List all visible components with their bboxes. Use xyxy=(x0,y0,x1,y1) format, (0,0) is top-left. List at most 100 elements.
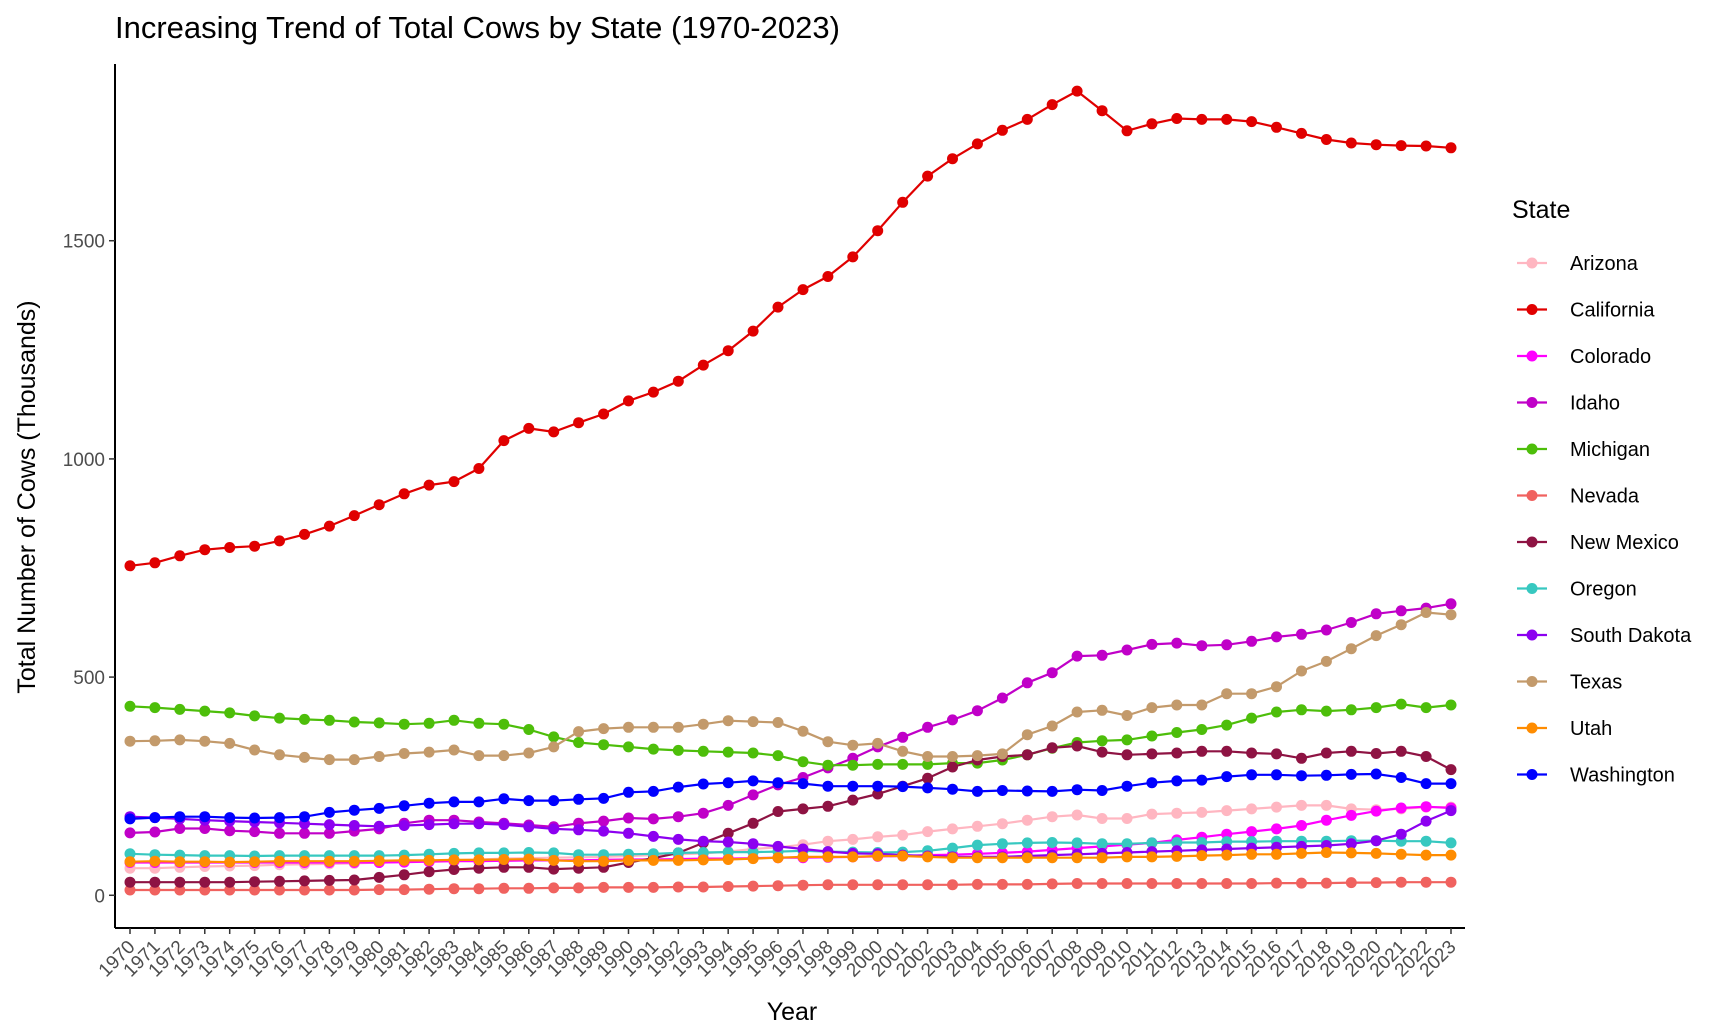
data-point-utah xyxy=(224,856,236,868)
data-point-idaho xyxy=(1271,631,1282,643)
legend-key-point xyxy=(1526,629,1538,641)
data-point-nevada xyxy=(124,884,136,896)
data-point-texas xyxy=(1171,699,1183,711)
data-point-new-mexico xyxy=(1395,745,1407,757)
data-point-utah xyxy=(274,855,285,867)
data-point-idaho xyxy=(1196,640,1208,652)
data-point-texas xyxy=(697,718,709,730)
data-point-utah xyxy=(922,851,934,863)
data-point-california xyxy=(1171,113,1183,124)
legend-label: South Dakota xyxy=(1570,625,1692,647)
data-point-texas xyxy=(523,747,535,759)
data-point-california xyxy=(1046,99,1058,111)
data-point-california xyxy=(1121,125,1133,137)
data-point-california xyxy=(573,417,585,429)
data-point-nevada xyxy=(797,879,809,891)
data-point-california xyxy=(872,225,884,237)
data-point-texas xyxy=(1021,729,1033,741)
data-point-texas xyxy=(672,721,684,733)
data-point-utah xyxy=(1221,849,1233,861)
data-point-new-mexico xyxy=(1420,751,1432,762)
data-point-south-dakota xyxy=(1420,815,1432,827)
data-point-california xyxy=(922,170,934,182)
data-point-nevada xyxy=(872,879,884,891)
data-point-california xyxy=(323,520,335,532)
data-point-california xyxy=(996,124,1008,136)
data-point-washington xyxy=(647,785,659,797)
data-point-utah xyxy=(448,854,460,866)
data-point-nevada xyxy=(224,884,236,896)
data-point-california xyxy=(423,479,435,491)
data-point-texas xyxy=(448,744,460,756)
data-point-texas xyxy=(498,750,510,762)
data-point-utah xyxy=(249,856,261,868)
data-point-utah xyxy=(647,854,659,866)
data-point-oregon xyxy=(1046,837,1058,848)
data-point-nevada xyxy=(1345,877,1357,889)
data-point-oregon xyxy=(947,842,958,854)
data-point-utah xyxy=(772,852,784,864)
data-point-south-dakota xyxy=(797,843,809,855)
legend-key-point xyxy=(1526,769,1538,780)
data-point-nevada xyxy=(623,881,634,893)
data-point-utah xyxy=(947,852,958,864)
data-point-washington xyxy=(1071,784,1083,796)
data-point-new-mexico xyxy=(348,874,360,886)
data-point-nevada xyxy=(373,884,385,896)
data-point-washington xyxy=(1445,778,1457,790)
data-point-california xyxy=(199,544,211,556)
data-point-michigan xyxy=(548,731,560,743)
data-point-nevada xyxy=(448,883,460,895)
data-point-michigan xyxy=(1296,704,1307,716)
legend-label: Colorado xyxy=(1570,346,1651,368)
data-point-nevada xyxy=(548,882,560,894)
data-point-new-mexico xyxy=(174,876,186,888)
data-point-idaho xyxy=(1021,677,1033,689)
data-point-south-dakota xyxy=(1345,838,1357,850)
data-point-idaho xyxy=(1221,639,1233,651)
data-point-idaho xyxy=(1171,637,1183,649)
data-point-nevada xyxy=(747,880,759,892)
data-point-nevada xyxy=(149,884,161,896)
data-point-arizona xyxy=(1071,809,1083,821)
data-point-south-dakota xyxy=(548,823,560,835)
data-point-california xyxy=(274,535,285,547)
data-point-michigan xyxy=(1171,727,1183,738)
data-point-new-mexico xyxy=(747,817,759,829)
data-point-michigan xyxy=(124,700,136,712)
legend-label: Idaho xyxy=(1570,393,1620,415)
data-point-texas xyxy=(1046,720,1058,732)
data-point-california xyxy=(722,345,734,357)
data-point-colorado xyxy=(1296,820,1307,831)
data-point-nevada xyxy=(1121,878,1133,889)
data-point-texas xyxy=(149,735,161,747)
data-point-texas xyxy=(398,748,410,759)
data-point-texas xyxy=(971,750,983,762)
data-point-michigan xyxy=(149,702,161,714)
data-point-california xyxy=(623,395,634,407)
data-point-california xyxy=(697,359,709,371)
data-point-new-mexico xyxy=(224,876,236,888)
data-point-washington xyxy=(772,777,784,789)
data-point-nevada xyxy=(498,882,510,894)
data-point-nevada xyxy=(199,884,211,896)
data-point-washington xyxy=(323,806,335,818)
data-point-texas xyxy=(1320,655,1332,667)
data-point-oregon xyxy=(1146,837,1158,849)
data-point-washington xyxy=(498,793,510,805)
data-point-oregon xyxy=(971,839,983,851)
data-point-new-mexico xyxy=(872,788,884,800)
data-point-new-mexico xyxy=(473,862,485,874)
data-point-california xyxy=(448,476,460,488)
data-point-nevada xyxy=(573,882,585,894)
data-point-idaho xyxy=(274,827,285,839)
data-point-texas xyxy=(174,734,186,746)
data-point-california xyxy=(598,408,610,420)
data-point-idaho xyxy=(124,827,136,839)
series-line-texas xyxy=(129,611,1452,761)
data-point-california xyxy=(1196,113,1208,125)
data-point-south-dakota xyxy=(423,819,435,831)
legend-title: State xyxy=(1512,196,1570,224)
data-point-arizona xyxy=(1320,799,1332,811)
